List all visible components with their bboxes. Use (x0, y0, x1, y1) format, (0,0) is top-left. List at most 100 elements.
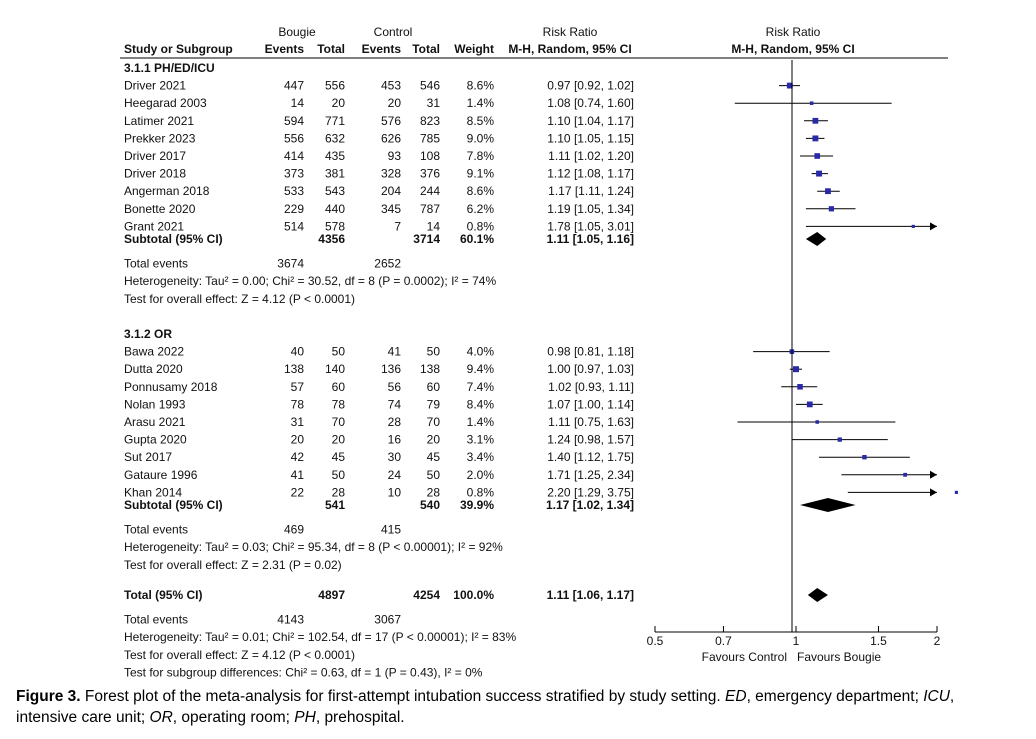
subgroup-2-study-8-point (903, 472, 908, 477)
subgroup-2-study-7-events-control: 30 (388, 450, 402, 464)
subgroup-1-label: 3.1.1 PH/ED/ICU (124, 61, 215, 75)
abbr-definition: , emergency department; (746, 688, 924, 705)
subgroup-2-subtotal-weight: 39.9% (460, 498, 494, 512)
subgroup-2-subtotal-label: Subtotal (95% CI) (124, 498, 223, 512)
subgroup-2-study-8-ci-arrow (930, 470, 937, 479)
subgroup-1-study-2-total-bougie: 20 (332, 96, 346, 110)
subgroup-2-study-1-events-bougie: 40 (291, 345, 305, 359)
subgroup-2-study-3-total-bougie: 60 (332, 380, 346, 394)
subgroup-1-study-5-rr-ci: 1.11 [1.02, 1.20] (548, 149, 634, 163)
subgroup-1-study-9-name: Grant 2021 (124, 219, 184, 233)
subgroup-1-study-8-total-bougie: 440 (325, 202, 345, 216)
subgroup-1-study-7-events-control: 204 (381, 184, 401, 198)
subgroup-2-study-3-point (797, 384, 803, 390)
subgroup-2-study-4-name: Nolan 1993 (124, 397, 186, 411)
abbr-definition: , operating room; (172, 709, 295, 726)
subgroup-2-study-2-name: Dutta 2020 (124, 362, 183, 376)
subgroup-2-study-6-weight: 3.1% (467, 433, 495, 447)
subgroup-2-study-4-events-control: 74 (388, 397, 402, 411)
subgroup-2-heterogeneity: Heterogeneity: Tau² = 0.03; Chi² = 95.34… (124, 540, 503, 554)
subgroup-2-study-9-ci-arrow (930, 488, 937, 497)
subgroup-2-subtotal-rr-ci: 1.17 [1.02, 1.34] (546, 498, 634, 512)
subgroup-1-study-9-point (911, 224, 915, 228)
subgroup-1-study-8-total-control: 787 (420, 202, 440, 216)
subgroup-2-study-6-name: Gupta 2020 (124, 433, 187, 447)
x-tick-label-1: 0.5 (647, 634, 664, 648)
subgroup-2-study-6-events-control: 16 (388, 433, 402, 447)
subgroup-2-study-7-weight: 3.4% (467, 450, 495, 464)
subgroup-1-study-2-events-control: 20 (388, 96, 402, 110)
subgroup-1-study-9-total-control: 14 (427, 219, 441, 233)
subgroup-2-study-1-name: Bawa 2022 (124, 345, 184, 359)
abbr-definition: , intensive care unit; (16, 688, 955, 726)
subgroup-2-study-9-weight: 0.8% (467, 485, 495, 499)
subgroup-1-study-1-events-bougie: 447 (284, 79, 304, 93)
subgroup-2-study-2-total-control: 138 (420, 362, 440, 376)
subgroup-2-study-4-weight: 8.4% (467, 397, 495, 411)
subgroup-1-study-2-events-bougie: 14 (291, 96, 305, 110)
subgroup-2-study-3-events-bougie: 57 (291, 380, 305, 394)
subgroup-2-study-3-name: Ponnusamy 2018 (124, 380, 218, 394)
subgroup-2-total-events-control: 415 (381, 523, 401, 537)
subgroup-1-study-9-ci-arrow (930, 222, 937, 231)
subgroup-1-study-2-name: Heegarad 2003 (124, 96, 207, 110)
subgroup-2-study-5-events-control: 28 (388, 415, 402, 429)
subgroup-1-study-8-weight: 6.2% (467, 202, 495, 216)
subgroup-2-study-1-total-control: 50 (427, 345, 441, 359)
subgroup-1-study-5-point (814, 153, 821, 159)
forest-plot: Bougie Control Risk Ratio Risk Ratio Stu… (120, 25, 958, 679)
subgroup-1-overall-effect: Test for overall effect: Z = 4.12 (P < 0… (124, 292, 355, 306)
subgroup-1-study-8-point (828, 206, 835, 212)
subgroup-2-study-6-rr-ci: 1.24 [0.98, 1.57] (547, 433, 634, 447)
subgroup-1-study-1-rr-ci: 0.97 [0.92, 1.02] (547, 79, 634, 93)
subgroup-2-study-1-events-control: 41 (388, 345, 402, 359)
subgroup-2-study-8-total-control: 50 (427, 468, 441, 482)
subgroup-2-study-5-weight: 1.4% (467, 415, 495, 429)
total-total-bougie: 4897 (318, 588, 345, 602)
subgroup-1-study-9-events-bougie: 514 (284, 219, 304, 233)
subgroup-1-study-8-rr-ci: 1.19 [1.05, 1.34] (547, 202, 634, 216)
subgroup-1-study-7-weight: 8.6% (467, 184, 495, 198)
subgroup-1-study-7-point (825, 188, 831, 195)
subgroup-2-study-5-point (815, 420, 819, 424)
subgroup-2-subtotal-total-bougie: 541 (325, 498, 345, 512)
subgroup-2-study-2-point (793, 366, 799, 373)
subgroup-2-study-2-weight: 9.4% (467, 362, 495, 376)
subgroup-1-study-5-name: Driver 2017 (124, 149, 186, 163)
abbr-term: OR (149, 709, 173, 726)
subgroup-1-study-7-rr-ci: 1.17 [1.11, 1.24] (548, 184, 634, 198)
subgroup-1-subtotal-diamond (805, 232, 827, 246)
subgroup-1-study-9-total-bougie: 578 (325, 219, 345, 233)
subgroup-1-study-1-point (786, 82, 793, 89)
subgroup-1-study-8-events-control: 345 (381, 202, 401, 216)
subgroup-1-study-5-total-bougie: 435 (325, 149, 345, 163)
subgroup-1-study-8-events-bougie: 229 (284, 202, 304, 216)
subgroup-1-heterogeneity: Heterogeneity: Tau² = 0.00; Chi² = 30.52… (124, 274, 496, 288)
subgroup-2-study-8-name: Gataure 1996 (124, 468, 198, 482)
caption-label: Figure 3. (16, 688, 81, 705)
subgroup-2-study-2-events-control: 136 (381, 362, 401, 376)
header-total-bougie: Total (317, 42, 345, 56)
subgroup-1-study-8-name: Bonette 2020 (124, 202, 196, 216)
subgroup-2-study-7-point (862, 455, 867, 460)
subgroup-2-study-1-rr-ci: 0.98 [0.81, 1.18] (547, 345, 634, 359)
header-events-control: Events (362, 42, 402, 56)
subgroup-1-study-1-total-control: 546 (420, 79, 440, 93)
subgroup-1-study-6-name: Driver 2018 (124, 167, 186, 181)
table-header: Bougie Control Risk Ratio Risk Ratio Stu… (120, 25, 948, 59)
subgroup-1-study-5-events-bougie: 414 (284, 149, 304, 163)
subgroup-1-study-2-total-control: 31 (427, 96, 441, 110)
subgroup-1-study-6-rr-ci: 1.12 [1.08, 1.17] (547, 167, 634, 181)
subgroup-1-subtotal-total-bougie: 4356 (318, 232, 345, 246)
subgroup-1-study-6-events-bougie: 373 (284, 167, 304, 181)
subgroup-2-study-5-name: Arasu 2021 (124, 415, 186, 429)
subgroup-2-total-events-bougie: 469 (284, 523, 304, 537)
subgroup-1-study-3-total-bougie: 771 (325, 114, 345, 128)
subgroup-1-study-5-events-control: 93 (388, 149, 402, 163)
subgroup-1-study-7-events-bougie: 533 (284, 184, 304, 198)
subgroup-2-study-7-name: Sut 2017 (124, 450, 172, 464)
header-risk-ratio: Risk Ratio (543, 25, 598, 39)
abbr-term: ED (725, 688, 747, 705)
subgroup-1-study-2-point (809, 101, 814, 105)
subgroup-1-study-3-weight: 8.5% (467, 114, 495, 128)
